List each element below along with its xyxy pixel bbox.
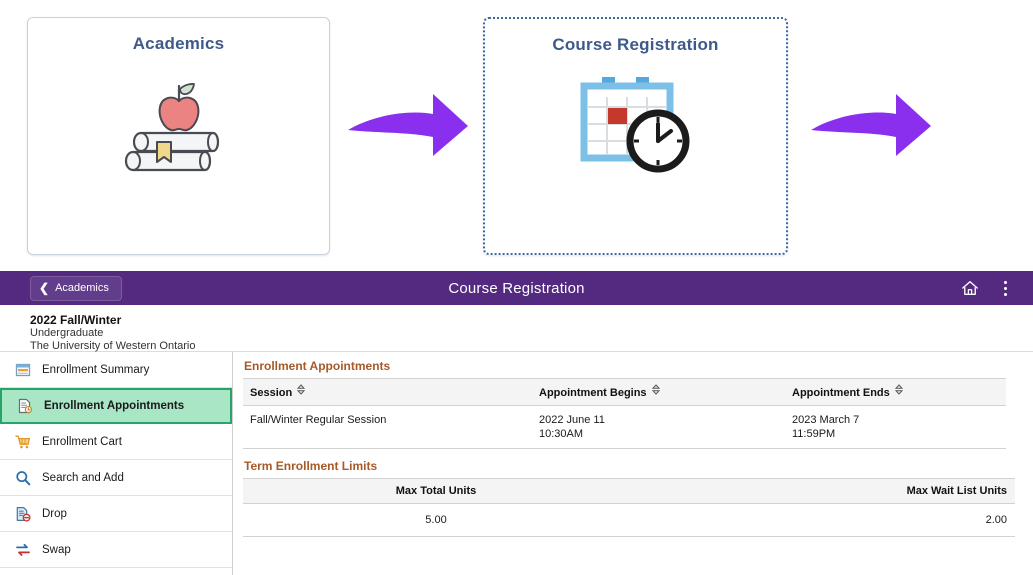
enrollment-appointments-table: Session Appointment Begins Appointment E… (243, 378, 1006, 449)
ends-time: 11:59PM (792, 428, 836, 440)
cell-max-total-units: 5.00 (243, 503, 629, 537)
column-header-max-wait-list-units: Max Wait List Units (629, 478, 1015, 504)
search-icon (14, 469, 31, 486)
course-registration-window: ❮ Academics Course Registration 2022 Fal… (0, 271, 1033, 575)
term-banner: 2022 Fall/Winter Undergraduate The Unive… (0, 305, 1033, 352)
tile-strip: Academics Cours (0, 0, 1033, 270)
app-body: Enrollment Summary Enrollment Appointmen… (0, 352, 1033, 575)
table-header-row: Max Total Units Max Wait List Units (243, 478, 1015, 504)
sidebar-item-label: Swap (42, 543, 71, 556)
tile-course-registration[interactable]: Course Registration (483, 17, 788, 255)
sort-icon (894, 384, 903, 398)
column-header-max-total-units: Max Total Units (243, 478, 629, 504)
sidebar-item-label: Enrollment Appointments (44, 400, 185, 412)
sidebar-item-search-and-add[interactable]: Search and Add (0, 460, 232, 496)
tile-academics[interactable]: Academics (27, 17, 330, 255)
sidebar-item-label: Enrollment Summary (42, 363, 150, 376)
column-header-appointment-ends[interactable]: Appointment Ends (784, 378, 1006, 406)
begins-time: 10:30AM (539, 428, 584, 440)
sort-icon (651, 384, 660, 398)
back-to-academics-button[interactable]: ❮ Academics (30, 275, 122, 301)
term-title: 2022 Fall/Winter (30, 313, 122, 327)
sidebar-item-swap[interactable]: Swap (0, 532, 232, 568)
back-button-label: Academics (55, 282, 109, 294)
term-career: Undergraduate (30, 327, 104, 339)
content-area: Enrollment Appointments Session Appointm… (233, 352, 1033, 575)
sidebar-item-label: Search and Add (42, 471, 124, 484)
swap-arrows-icon (14, 541, 31, 558)
appointment-doc-icon (16, 398, 33, 415)
column-header-session[interactable]: Session (243, 378, 531, 406)
drop-doc-icon (14, 505, 31, 522)
flow-arrow-1 (345, 88, 471, 165)
cell-appointment-begins: 2022 June 11 10:30AM (531, 405, 784, 449)
cell-max-wait-list-units: 2.00 (629, 503, 1015, 537)
sidebar-item-enrollment-appointments[interactable]: Enrollment Appointments (0, 388, 232, 424)
column-header-appointment-begins[interactable]: Appointment Begins (531, 378, 784, 406)
header-actions (959, 277, 1033, 299)
sidebar-item-drop[interactable]: Drop (0, 496, 232, 532)
tile-academics-title: Academics (132, 34, 225, 53)
sort-icon (297, 384, 306, 398)
kebab-menu-icon[interactable] (995, 277, 1015, 299)
table-header-row: Session Appointment Begins Appointment E… (243, 378, 1006, 406)
table-row[interactable]: Fall/Winter Regular Session 2022 June 11… (243, 405, 1006, 449)
table-row: 5.00 2.00 (243, 503, 1015, 537)
ends-date: 2023 March 7 (792, 414, 860, 426)
term-institution: The University of Western Ontario (30, 340, 196, 352)
tile-course-registration-title: Course Registration (552, 35, 719, 54)
term-enrollment-limits-heading: Term Enrollment Limits (244, 459, 378, 473)
sidebar-item-enrollment-summary[interactable]: Enrollment Summary (0, 352, 232, 388)
term-enrollment-limits-table: Max Total Units Max Wait List Units 5.00… (243, 478, 1015, 537)
calendar-clock-icon (485, 71, 786, 181)
flow-arrow-2 (808, 88, 934, 165)
cell-session: Fall/Winter Regular Session (243, 405, 531, 449)
term-enrollment-limits-section: Term Enrollment Limits Max Total Units M… (243, 459, 1019, 537)
begins-date: 2022 June 11 (539, 414, 605, 426)
cell-appointment-ends: 2023 March 7 11:59PM (784, 405, 1006, 449)
sidebar-item-label: Drop (42, 507, 67, 520)
app-header: ❮ Academics Course Registration (0, 271, 1033, 305)
sidebar-item-enrollment-cart[interactable]: Enrollment Cart (0, 424, 232, 460)
apple-on-books-icon (28, 70, 329, 182)
chevron-left-icon: ❮ (39, 281, 50, 295)
enrollment-appointments-heading: Enrollment Appointments (244, 359, 391, 373)
enrollment-summary-icon (14, 361, 31, 378)
shopping-cart-icon (14, 433, 31, 450)
sidebar-item-label: Enrollment Cart (42, 435, 122, 448)
sidebar: Enrollment Summary Enrollment Appointmen… (0, 352, 233, 575)
home-icon[interactable] (959, 277, 981, 299)
app-title: Course Registration (448, 279, 585, 297)
